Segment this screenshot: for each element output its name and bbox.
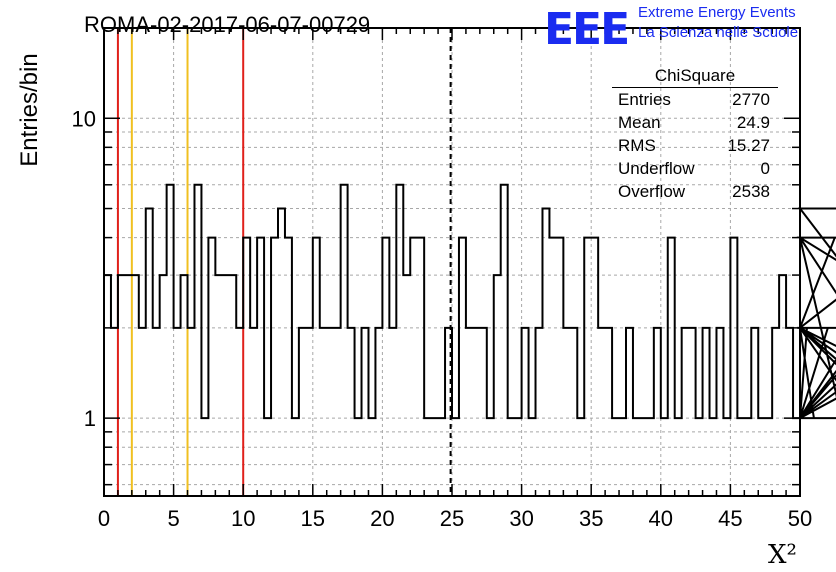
histogram-series — [104, 183, 836, 420]
stats-box: ChiSquare Entries 2770 Mean 24.9 RMS 15.27 … — [612, 66, 778, 203]
reference-lines — [116, 28, 452, 496]
eee-logo: EEE — [544, 4, 630, 55]
y-axis-ticks: 1 10 — [72, 27, 800, 486]
stats-row-entries: Entries 2770 — [612, 88, 778, 111]
y-axis-label: Entries/bin — [16, 53, 43, 167]
x-tick-label: 15 — [301, 506, 325, 531]
stats-label: Underflow — [618, 159, 695, 178]
chart-title: ROMA-02-2017-06-07-00729 — [84, 12, 371, 37]
stats-row-underflow: Underflow 0 — [612, 157, 778, 180]
x-tick-label: 20 — [370, 506, 394, 531]
y-tick-label: 1 — [84, 406, 96, 431]
x-tick-label: 10 — [231, 506, 255, 531]
stats-row-rms: RMS 15.27 — [612, 134, 778, 157]
x-tick-label: 45 — [718, 506, 742, 531]
x-tick-label: 25 — [440, 506, 464, 531]
x-axis-ticks: 0 5 10 15 20 25 30 35 40 45 50 — [98, 28, 812, 531]
stats-value: 2770 — [732, 90, 770, 109]
y-tick-label: 10 — [72, 106, 96, 131]
x-axis-label: X² — [768, 540, 797, 570]
stats-row-overflow: Overflow 2538 — [612, 180, 778, 203]
logo-line-2: La Scienza nelle Scuole — [638, 24, 799, 41]
x-tick-label: 30 — [509, 506, 533, 531]
stats-label: Entries — [618, 90, 671, 109]
stats-value: 24.9 — [736, 113, 770, 132]
stats-value: 2538 — [732, 182, 770, 201]
logo-line-1: Extreme Energy Events — [638, 4, 796, 21]
stats-row-mean: Mean 24.9 — [612, 111, 778, 134]
x-tick-label: 40 — [649, 506, 673, 531]
stats-label: Overflow — [618, 182, 686, 201]
stats-label: Mean — [618, 113, 661, 132]
stats-value: 15.27 — [727, 136, 770, 155]
x-tick-label: 35 — [579, 506, 603, 531]
stats-name: ChiSquare — [612, 66, 778, 88]
x-tick-label: 5 — [167, 506, 179, 531]
stats-value: 0 — [760, 159, 770, 178]
x-tick-label: 0 — [98, 506, 110, 531]
stats-label: RMS — [618, 136, 656, 155]
x-tick-label: 50 — [788, 506, 812, 531]
